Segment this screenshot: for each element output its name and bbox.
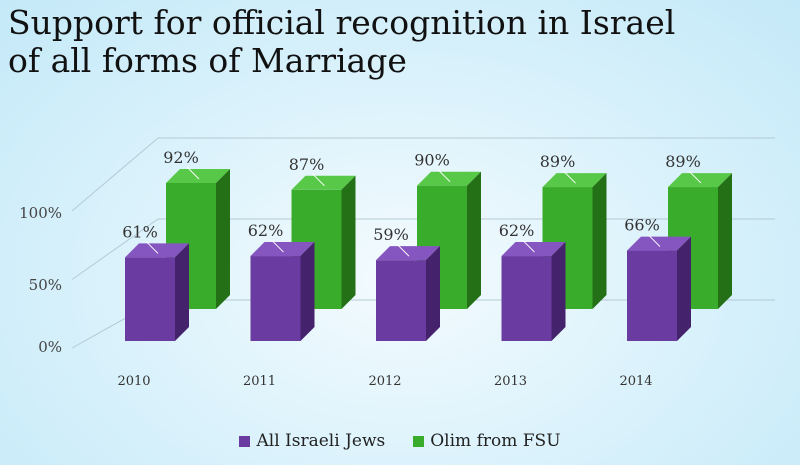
- legend-swatch-series-1: [239, 435, 251, 447]
- legend-swatch-series-2: [413, 435, 425, 447]
- data-label-leader: [312, 173, 325, 187]
- bar-side-face: [592, 173, 607, 309]
- data-label-leader: [437, 169, 451, 183]
- chart-title: Support for official recognition in Isra…: [8, 4, 788, 80]
- y-tick-label: 0%: [38, 338, 62, 356]
- bar-series-1-2014: 66%: [624, 216, 691, 341]
- y-axis-ticks: 0% 50% 100%: [19, 204, 62, 356]
- legend: All Israeli Jews Olim from FSU: [0, 431, 800, 451]
- x-tick-label: 2014: [619, 374, 652, 389]
- bar-front-face: [250, 256, 301, 341]
- y-tick-label: 100%: [19, 204, 62, 222]
- bar-side-face: [426, 246, 440, 341]
- bar-top-face: [125, 243, 189, 258]
- bar-top-face: [250, 242, 315, 257]
- data-label-leader: [145, 241, 159, 254]
- data-label-leader: [271, 239, 284, 253]
- data-label-leader: [563, 170, 576, 184]
- data-label: 61%: [122, 222, 158, 241]
- data-label: 89%: [665, 152, 701, 171]
- bar-front-face: [376, 260, 426, 341]
- bar-series-1-2013: 62%: [499, 221, 566, 341]
- x-tick-label: 2013: [494, 374, 527, 389]
- data-label: 59%: [373, 225, 409, 244]
- bar-side-face: [300, 242, 315, 341]
- y-tick-label: 50%: [29, 276, 62, 294]
- data-label-leader: [186, 166, 200, 180]
- legend-item-series-1: All Israeli Jews: [239, 431, 385, 451]
- bar-top-face: [501, 242, 566, 257]
- bar-top-face: [291, 175, 356, 190]
- gridline-diagonal: [71, 218, 159, 280]
- data-label: 89%: [540, 152, 576, 171]
- bar-series-1-2010: 61%: [122, 222, 189, 341]
- legend-item-series-2: Olim from FSU: [413, 431, 561, 451]
- bar-series-2-2012: 90%: [414, 151, 481, 309]
- x-tick-label: 2011: [243, 374, 276, 389]
- data-label: 66%: [624, 216, 660, 235]
- bar-side-face: [718, 173, 732, 309]
- bar-side-face: [175, 243, 189, 341]
- bar-side-face: [677, 236, 691, 341]
- bar-side-face: [216, 168, 230, 309]
- data-label-leader: [688, 170, 702, 184]
- data-label: 90%: [414, 151, 450, 170]
- data-label-leader: [396, 243, 410, 257]
- bar-top-face: [376, 246, 440, 261]
- bar-front-face: [627, 250, 677, 341]
- bar-side-face: [467, 171, 481, 309]
- data-label: 62%: [499, 221, 535, 240]
- chart-title-line-1: Support for official recognition in Isra…: [8, 3, 676, 42]
- bar-top-face: [627, 236, 691, 251]
- data-label-leader: [647, 234, 661, 247]
- chart-title-line-2: of all forms of Marriage: [8, 41, 407, 80]
- bars: 92% 87% 90% 89% 89% 61% 62% 59% 62% 66%: [122, 148, 732, 341]
- bar-top-face: [417, 171, 481, 186]
- bar-front-face: [501, 256, 552, 341]
- data-label: 92%: [163, 148, 199, 167]
- bar-series-1-2012: 59%: [373, 225, 440, 341]
- data-label-leader: [522, 239, 535, 253]
- bar-top-face: [542, 173, 607, 188]
- gridline-diagonal: [71, 137, 159, 212]
- data-label: 87%: [289, 155, 325, 174]
- bar-front-face: [125, 257, 175, 341]
- x-tick-label: 2012: [368, 374, 401, 389]
- data-label: 62%: [248, 221, 284, 240]
- bar-series-1-2011: 62%: [248, 221, 315, 341]
- legend-label-series-2: Olim from FSU: [430, 431, 561, 451]
- legend-label-series-1: All Israeli Jews: [256, 431, 386, 451]
- x-tick-label: 2010: [117, 374, 150, 389]
- bar-top-face: [668, 173, 732, 188]
- x-axis-categories: 2010 2011 2012 2013 2014: [117, 374, 652, 389]
- bar-side-face: [551, 242, 566, 341]
- bar-top-face: [166, 168, 230, 183]
- bar-side-face: [341, 175, 356, 309]
